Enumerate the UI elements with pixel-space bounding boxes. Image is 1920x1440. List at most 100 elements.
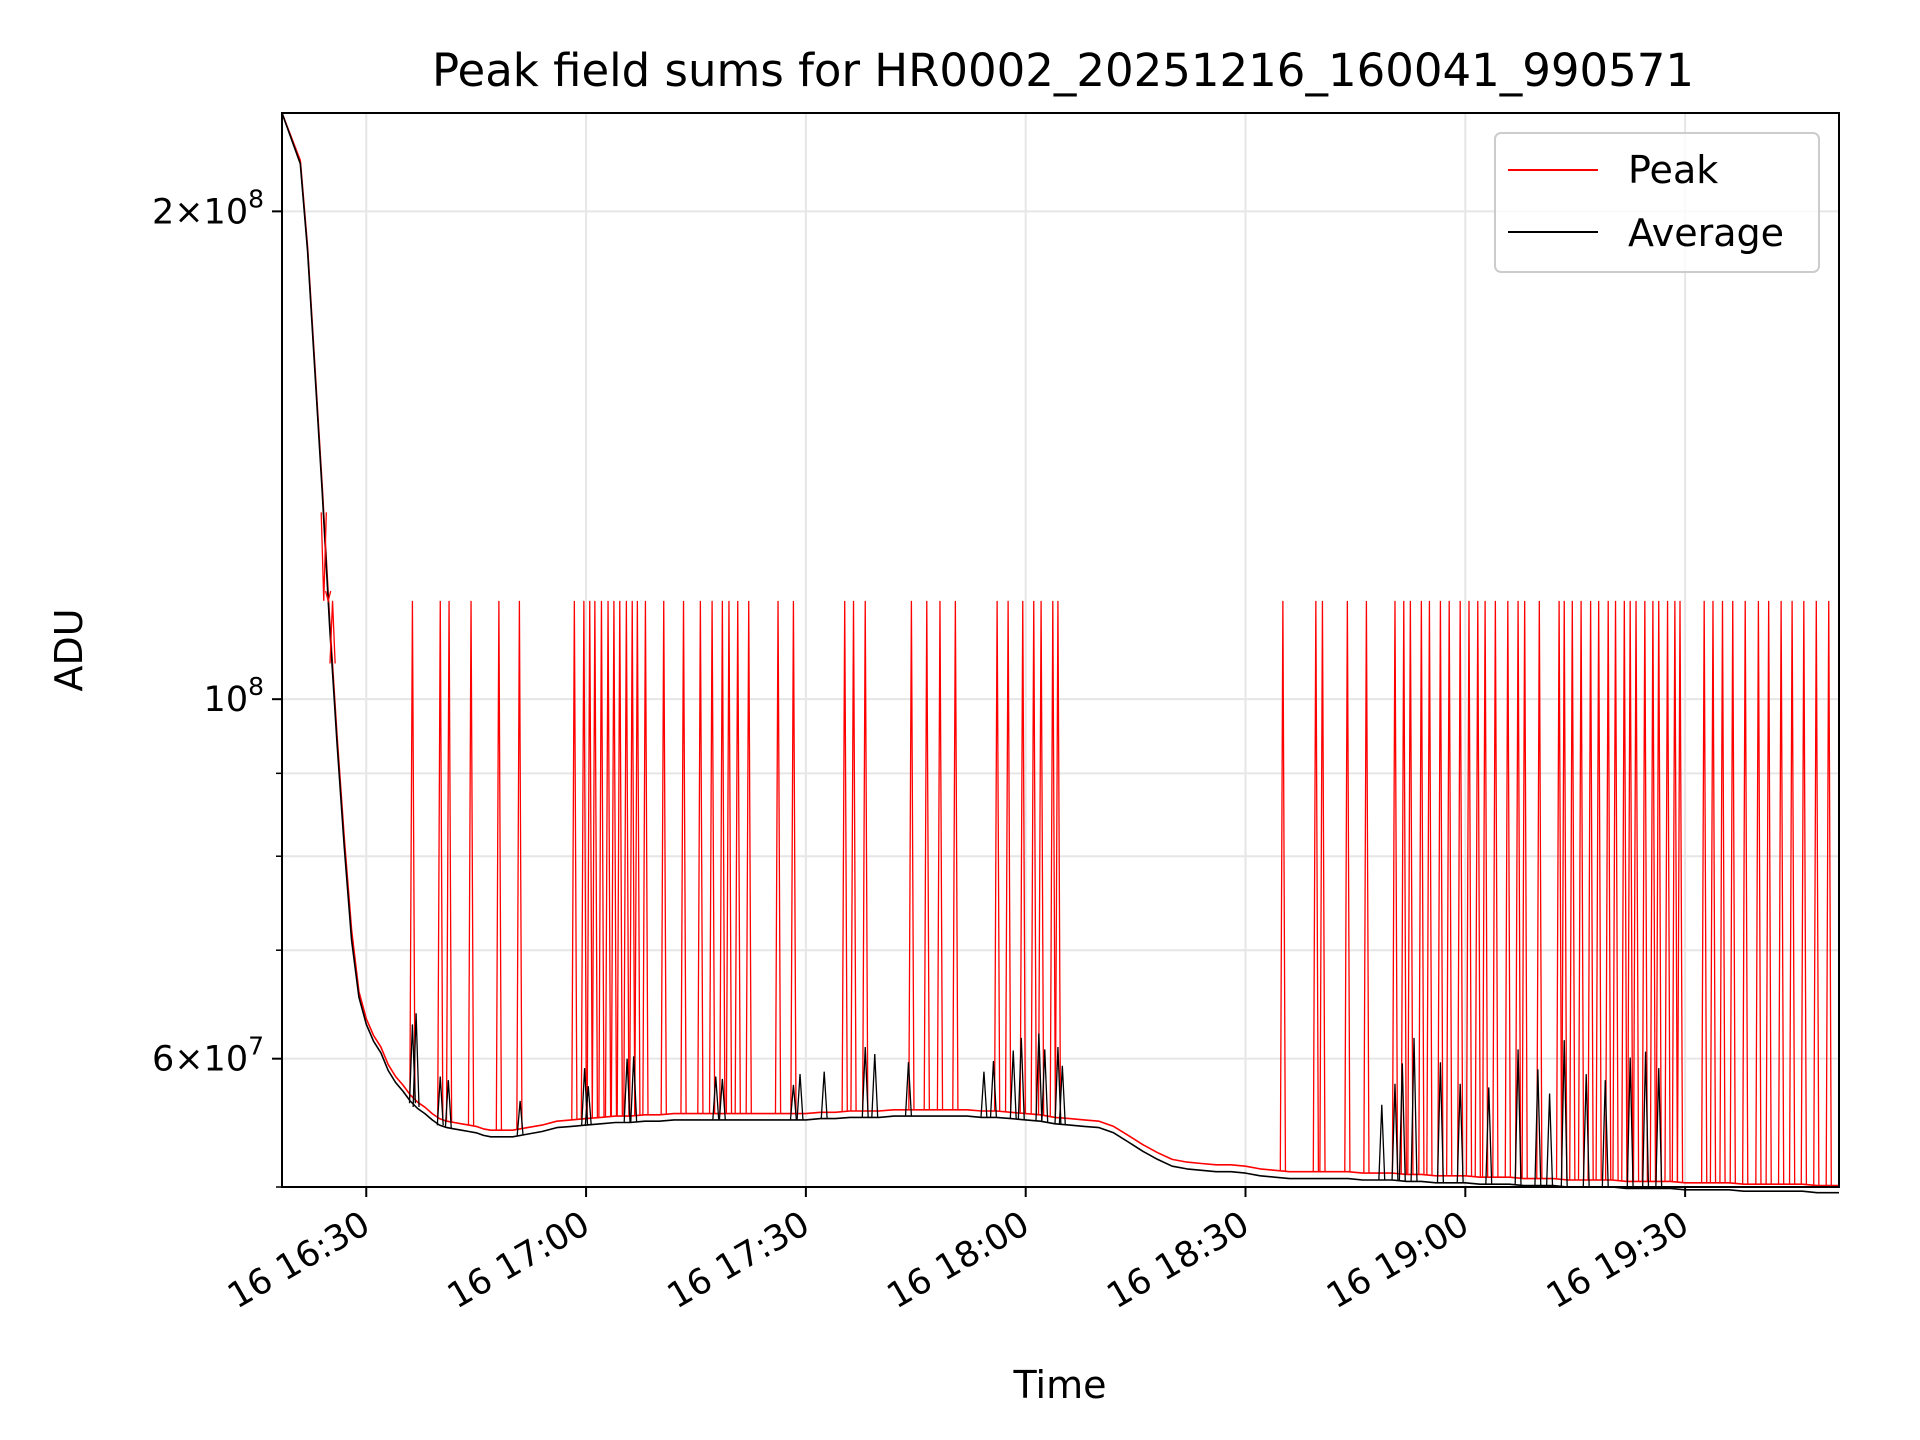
peak-spike	[734, 600, 741, 1114]
chart-title: Peak field sums for HR0002_20251216_1600…	[432, 44, 1694, 97]
peak-spike	[708, 600, 716, 1114]
peak-spike	[1344, 600, 1351, 1172]
peak-spike	[1465, 600, 1473, 1177]
average-spike	[1534, 1069, 1542, 1186]
average-spike	[1410, 1037, 1418, 1182]
peak-spike	[1407, 600, 1414, 1175]
average-spike	[1546, 1093, 1554, 1186]
y-tick-label: 6×107	[152, 1032, 264, 1080]
peak-spike	[467, 600, 475, 1126]
y-axis-label: ADU	[47, 608, 91, 691]
peak-spike	[1312, 600, 1320, 1172]
peak-spike	[1004, 600, 1012, 1113]
peak-spike	[1676, 600, 1684, 1183]
peak-spike	[993, 600, 1001, 1112]
peak-spike	[598, 600, 605, 1118]
peak-spike	[936, 600, 944, 1110]
peak-spike	[495, 600, 503, 1131]
peak-spike	[745, 600, 752, 1114]
average-spike	[904, 1062, 913, 1117]
legend-label-average: Average	[1628, 211, 1784, 255]
average-spike	[712, 1076, 720, 1120]
peak-spike	[604, 600, 612, 1117]
peak-spike	[1641, 600, 1649, 1182]
peak-spike	[623, 600, 630, 1117]
average-spike	[1378, 1104, 1386, 1181]
peak-spike	[1019, 600, 1026, 1114]
peak-spike	[1279, 600, 1287, 1172]
peak-spike	[850, 600, 857, 1112]
peak-spike	[1514, 600, 1522, 1179]
peak-spike	[1456, 600, 1464, 1176]
peak-spike	[320, 512, 327, 601]
peak-spike	[1719, 600, 1726, 1183]
average-spike	[989, 1061, 998, 1118]
average-spike	[630, 1056, 638, 1123]
peak-spike	[616, 600, 623, 1117]
peak-spike	[952, 600, 959, 1110]
peak-spike	[1319, 600, 1326, 1172]
peak-spike	[680, 600, 687, 1114]
peak-spike	[1400, 600, 1407, 1175]
series-line-peak	[281, 112, 1839, 1187]
peak-spike	[571, 600, 578, 1120]
peak-spike	[1426, 600, 1433, 1176]
peak-spike	[697, 600, 704, 1114]
average-spike	[1058, 1065, 1066, 1125]
average-spike	[1391, 1083, 1399, 1181]
average-spike	[1054, 1047, 1062, 1125]
average-spike	[623, 1058, 631, 1123]
plot-area	[281, 112, 1839, 1194]
average-spike	[444, 1080, 452, 1128]
peak-spike	[516, 600, 523, 1130]
legend-label-peak: Peak	[1628, 148, 1718, 192]
y-tick-label: 2×108	[152, 184, 264, 232]
x-axis-label: Time	[1013, 1363, 1107, 1407]
peak-spike	[1765, 600, 1772, 1185]
peak-spike	[1709, 600, 1717, 1183]
peak-spike	[1521, 600, 1528, 1179]
peak-spike	[1030, 600, 1037, 1115]
peak-spike	[841, 600, 848, 1112]
peak-spike	[1621, 600, 1628, 1182]
peak-spike	[1655, 600, 1662, 1182]
peak-spike	[1729, 600, 1736, 1184]
peak-spike	[719, 600, 726, 1114]
average-spike	[871, 1053, 879, 1118]
peak-spike	[862, 600, 869, 1112]
peak-spike	[1049, 600, 1057, 1117]
peak-spike	[923, 600, 930, 1110]
average-spike	[1641, 1051, 1650, 1189]
peak-spike	[329, 600, 336, 664]
peak-spike	[629, 600, 636, 1116]
peak-spike	[1671, 600, 1679, 1182]
legend-box	[1494, 132, 1820, 273]
peak-spike	[1755, 600, 1762, 1185]
peak-spike	[1504, 600, 1512, 1178]
y-tick-label: 108	[204, 672, 264, 720]
peak-spike	[324, 590, 332, 604]
average-spike	[1601, 1080, 1609, 1188]
average-spike	[1514, 1049, 1522, 1186]
peak-spike	[1037, 600, 1045, 1115]
peak-spike	[1363, 600, 1370, 1174]
peak-spike	[1800, 600, 1808, 1185]
average-spike	[412, 1013, 420, 1108]
average-spike	[1485, 1087, 1493, 1185]
average-spike	[584, 1086, 592, 1125]
peak-spike	[1595, 600, 1602, 1181]
peak-spike	[1445, 600, 1453, 1176]
peak-spike	[1788, 600, 1796, 1185]
peak-spike	[790, 600, 797, 1114]
peak-spike	[1391, 600, 1399, 1174]
peak-spike	[1577, 600, 1585, 1181]
peak-spike	[1742, 600, 1749, 1185]
peak-spike	[1569, 600, 1576, 1181]
average-spike	[980, 1071, 988, 1118]
average-spike	[436, 1076, 444, 1126]
average-spike	[1655, 1068, 1663, 1189]
average-spike	[1035, 1033, 1043, 1122]
peak-spike	[908, 600, 915, 1110]
peak-spike	[445, 600, 453, 1122]
series-line-average	[281, 112, 1839, 1194]
